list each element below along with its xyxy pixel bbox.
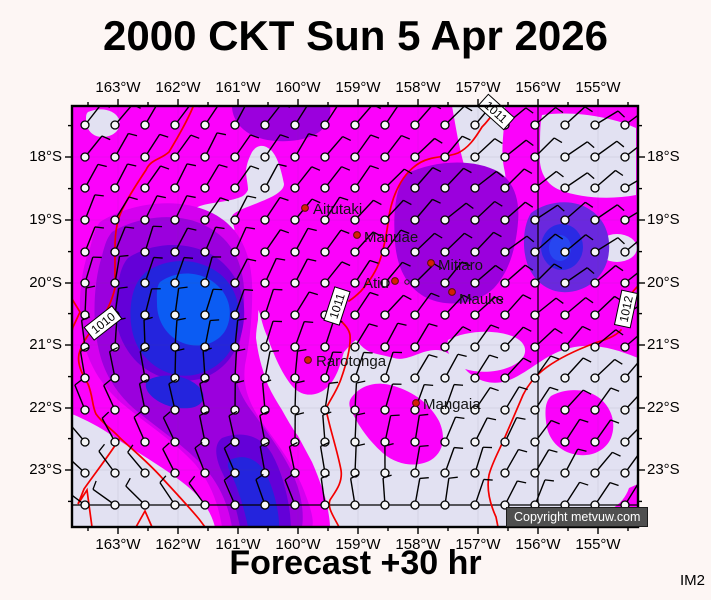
lat-label: 21°S bbox=[29, 336, 62, 353]
model-watermark: IM2 bbox=[679, 572, 705, 589]
lat-label: 19°S bbox=[29, 211, 62, 228]
island-dot bbox=[391, 277, 399, 285]
lon-label: 163°W bbox=[95, 79, 141, 96]
island-label: Manuae bbox=[364, 229, 418, 246]
svg-text:1012: 1012 bbox=[617, 294, 636, 323]
island-label: Rarotonga bbox=[316, 353, 387, 370]
chart-title: 2000 CKT Sun 5 Apr 2026 bbox=[103, 12, 608, 59]
lon-label: 159°W bbox=[335, 536, 381, 553]
lat-label: 20°S bbox=[647, 274, 680, 291]
lon-label: 159°W bbox=[335, 79, 381, 96]
isobar-value-label: 1010 bbox=[83, 305, 123, 341]
island-label: Mitiaro bbox=[438, 257, 483, 274]
lon-label: 162°W bbox=[155, 79, 201, 96]
isobar-value-label: 1011 bbox=[323, 286, 351, 326]
lat-label: 18°S bbox=[29, 148, 62, 165]
isobar-value-label: 1012 bbox=[613, 289, 639, 329]
lat-label: 18°S bbox=[647, 148, 680, 165]
island-label: Aitutaki bbox=[313, 201, 362, 218]
lon-label: 157°W bbox=[455, 79, 501, 96]
island-dot bbox=[427, 259, 435, 267]
lon-label: 155°W bbox=[575, 536, 621, 553]
forecast-hour-label: Forecast +30 hr bbox=[229, 544, 482, 582]
island-dot bbox=[412, 399, 420, 407]
lat-label: 20°S bbox=[29, 274, 62, 291]
map-border bbox=[70, 104, 640, 529]
island-label: Mangaia bbox=[423, 396, 481, 413]
lon-label: 160°W bbox=[275, 79, 321, 96]
islet-ring-marker bbox=[404, 279, 410, 285]
island-dot bbox=[448, 288, 456, 296]
wind-barbs bbox=[72, 106, 638, 510]
island-label: Mauke bbox=[459, 291, 504, 308]
lon-label: 156°W bbox=[515, 79, 561, 96]
lon-label: 157°W bbox=[455, 536, 501, 553]
lon-label: 163°W bbox=[95, 536, 141, 553]
lat-label: 22°S bbox=[647, 399, 680, 416]
lon-label: 158°W bbox=[395, 79, 441, 96]
island-label: Atiu bbox=[363, 275, 389, 292]
island-dot bbox=[353, 231, 361, 239]
axis-ticks bbox=[65, 99, 645, 534]
island-dot bbox=[304, 356, 312, 364]
lon-label: 160°W bbox=[275, 536, 321, 553]
lat-label: 21°S bbox=[647, 336, 680, 353]
lat-label: 22°S bbox=[29, 399, 62, 416]
lon-label: 155°W bbox=[575, 79, 621, 96]
copyright-badge: Copyright metvuw.com bbox=[506, 507, 649, 527]
lat-label: 23°S bbox=[29, 461, 62, 478]
lon-label: 162°W bbox=[155, 536, 201, 553]
lon-label: 161°W bbox=[215, 79, 261, 96]
lon-label: 161°W bbox=[215, 536, 261, 553]
lon-label: 156°W bbox=[515, 536, 561, 553]
lat-label: 23°S bbox=[647, 461, 680, 478]
lat-label: 19°S bbox=[647, 211, 680, 228]
lon-label: 158°W bbox=[395, 536, 441, 553]
island-dot bbox=[301, 204, 309, 212]
